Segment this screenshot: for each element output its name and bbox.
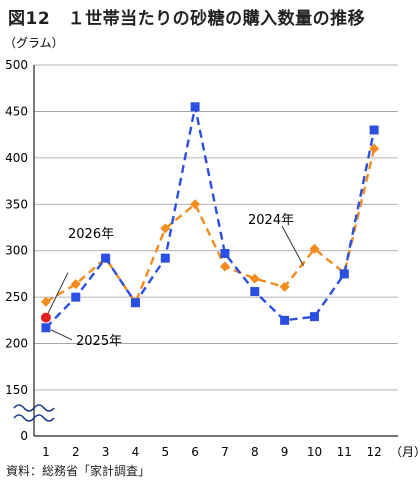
data-point: [249, 273, 260, 284]
series-layer: [40, 102, 380, 333]
x-tick-label: 9: [281, 445, 289, 459]
x-axis-unit-label: （月）: [390, 445, 420, 459]
x-tick-label: 4: [132, 445, 140, 459]
axis-break-mark: [13, 404, 55, 422]
annotation-layer: 2026年 2025年 2024年: [40, 213, 304, 349]
series-line: [45, 106, 376, 329]
data-point: [71, 292, 81, 302]
x-tick-label: 6: [191, 445, 199, 459]
data-point: [190, 199, 201, 210]
data-point: [40, 296, 51, 307]
data-point: [190, 102, 200, 112]
source-note: 資料：総務省「家計調査」: [6, 464, 151, 478]
annotation-point-2026: [40, 312, 51, 323]
x-tick-label: 8: [251, 445, 259, 459]
x-tick-label: 7: [221, 445, 229, 459]
data-point: [280, 315, 290, 325]
data-point: [70, 279, 81, 290]
data-point: [309, 243, 320, 254]
x-tick-label: 5: [161, 445, 169, 459]
y-tick-label: 400: [5, 151, 28, 165]
data-point: [219, 261, 230, 272]
series-2: [41, 102, 379, 333]
annotation-leader: [50, 329, 73, 341]
series-1: [40, 143, 380, 308]
y-tick-label: 250: [5, 290, 28, 304]
annotation-label-2025: 2025年: [76, 334, 122, 349]
annotation-label-2026: 2026年: [68, 227, 114, 242]
data-point: [160, 223, 171, 234]
annotation-leader: [281, 225, 304, 267]
data-point: [339, 269, 349, 279]
y-tick-label: 150: [5, 383, 28, 397]
y-tick-label: 500: [5, 58, 28, 72]
chart-title: 図12 １世帯当たりの砂糖の購入数量の推移: [8, 9, 366, 29]
data-point: [160, 253, 170, 263]
grid-lines: [34, 64, 398, 391]
annotation-leader: [47, 272, 69, 314]
y-axis-unit-label: （グラム）: [4, 36, 64, 50]
x-tick-label: 11: [337, 445, 352, 459]
axis-break-wave: [13, 404, 55, 412]
x-tick-label: 1: [42, 445, 50, 459]
data-point: [309, 312, 319, 322]
y-tick-label: 450: [5, 104, 28, 118]
data-point: [369, 125, 379, 135]
x-tick-label: 3: [102, 445, 110, 459]
data-point: [250, 287, 260, 297]
x-tick-label: 2: [72, 445, 80, 459]
data-point: [220, 249, 230, 258]
data-point: [279, 281, 290, 292]
annotation-label-2024: 2024年: [248, 213, 294, 228]
y-tick-label: 0: [20, 429, 28, 443]
x-tick-label: 12: [366, 445, 381, 459]
data-point: [41, 323, 51, 333]
data-point: [130, 298, 140, 308]
series-line: [45, 148, 376, 306]
y-tick-label: 350: [5, 197, 28, 211]
data-point: [369, 143, 380, 154]
data-point: [101, 253, 111, 263]
y-tick-label: 200: [5, 337, 28, 351]
axis-break-wave: [13, 414, 55, 422]
y-tick-label: 300: [5, 244, 28, 258]
x-tick-label: 10: [307, 445, 322, 459]
